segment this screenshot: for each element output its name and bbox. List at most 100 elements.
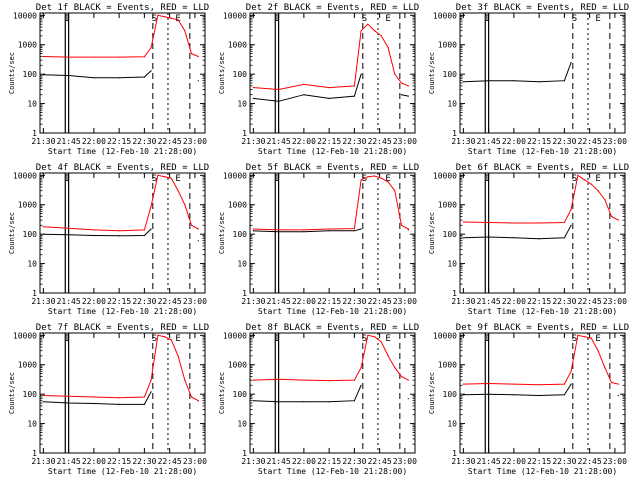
x-tick-label: 22:30 (132, 297, 156, 306)
data-point (303, 379, 305, 381)
series-line-events (253, 74, 409, 102)
data-point (367, 334, 369, 336)
data-point (197, 80, 199, 82)
x-tick-label: 22:15 (317, 297, 341, 306)
data-point (143, 76, 145, 78)
x-tick-label: 22:15 (317, 137, 341, 146)
data-point (387, 181, 389, 183)
plot-frame (39, 12, 206, 134)
data-point (42, 233, 45, 235)
x-tick-label: 22:45 (368, 297, 392, 306)
y-tick-label: 10 (27, 100, 37, 109)
series-line-events (43, 71, 198, 81)
x-tick-label: 22:30 (552, 137, 576, 146)
y-axis-label: Counts/sec (218, 372, 226, 414)
data-point (93, 396, 95, 398)
data-point (387, 47, 389, 49)
data-point (488, 236, 490, 238)
x-tick-label: 21:45 (267, 297, 291, 306)
data-point (197, 400, 199, 402)
y-axis-label: Counts/sec (8, 372, 16, 414)
plot-frame (459, 12, 626, 134)
marker-label-S: S (362, 14, 367, 24)
x-tick-label: 22:45 (368, 137, 392, 146)
data-point (360, 30, 362, 32)
data-point (93, 56, 95, 58)
data-point (170, 339, 172, 341)
marker-label-I: I (274, 334, 279, 344)
marker-label-E: E (175, 14, 180, 24)
x-tick-label: 23:00 (603, 297, 627, 306)
series-line-lld (43, 334, 199, 402)
data-point (538, 394, 540, 397)
x-axis-label: Start Time (12-Feb-10 21:28:00) (258, 307, 407, 316)
y-tick-label: 10000 (223, 11, 247, 20)
data-point (353, 85, 355, 87)
y-tick-label: 10000 (223, 171, 247, 180)
data-point (190, 396, 193, 398)
y-tick-label: 10000 (13, 11, 37, 20)
y-tick-label: 1000 (18, 361, 37, 370)
data-point (164, 16, 166, 18)
data-point (68, 56, 70, 58)
data-point (184, 379, 186, 381)
marker-label-S: S (362, 334, 367, 344)
y-tick-label: 1 (32, 289, 37, 298)
data-point (42, 394, 45, 397)
data-point (150, 379, 152, 381)
data-point (197, 228, 199, 230)
subplot-4: Det 4f BLACK = Events, RED = LLD 1 10 100 10… (8, 163, 209, 316)
data-point (394, 367, 396, 369)
x-tick-label: 22:45 (578, 137, 602, 146)
x-tick-label: 21:45 (477, 137, 501, 146)
data-point (387, 355, 389, 357)
y-tick-label: 10000 (13, 331, 37, 340)
y-tick-label: 1 (452, 449, 457, 458)
data-point (278, 100, 280, 102)
data-point (177, 19, 179, 21)
series-line-lld (253, 23, 409, 91)
subplot-8: Det 8f BLACK = Events, RED = LLD 1 10 100 10… (218, 323, 419, 476)
x-tick-label: 23:00 (393, 297, 417, 306)
data-point (252, 230, 254, 232)
marker-label-E: E (385, 14, 390, 24)
data-point (353, 95, 355, 97)
y-tick-label: 10000 (223, 331, 247, 340)
x-tick-label: 22:45 (158, 297, 182, 306)
data-point (570, 383, 572, 385)
marker-label-S: S (152, 174, 157, 184)
data-point (157, 14, 159, 16)
data-point (353, 228, 355, 230)
data-point (252, 379, 254, 381)
y-tick-label: 100 (233, 230, 248, 239)
y-tick-label: 100 (23, 390, 38, 399)
data-point (303, 231, 305, 233)
data-point (164, 176, 166, 178)
subplot-1: Det 1f BLACK = Events, RED = LLD 1 10 100 10… (8, 3, 209, 156)
data-point (513, 394, 515, 396)
data-point (513, 237, 515, 239)
y-tick-label: 1 (32, 449, 37, 458)
data-point (462, 221, 464, 223)
data-point (374, 30, 376, 32)
marker-label-E: E (385, 174, 390, 184)
data-point (380, 177, 382, 179)
data-point (143, 396, 145, 398)
data-point (68, 402, 70, 404)
data-point (360, 384, 362, 386)
subplot-title: Det 5f BLACK = Events, RED = LLD (246, 163, 419, 173)
y-tick-label: 10 (237, 100, 247, 109)
data-point (380, 35, 382, 37)
y-axis-label: Counts/sec (8, 212, 16, 254)
plot-frame (39, 332, 206, 454)
data-point (407, 95, 409, 97)
y-tick-label: 10000 (433, 11, 457, 20)
plot-frame (459, 172, 626, 294)
data-point (394, 73, 396, 75)
y-tick-label: 100 (443, 70, 458, 79)
marker-label-I: I (484, 334, 489, 344)
data-point (143, 234, 145, 237)
data-point (570, 224, 572, 226)
data-point (374, 336, 376, 338)
data-point (353, 230, 355, 232)
